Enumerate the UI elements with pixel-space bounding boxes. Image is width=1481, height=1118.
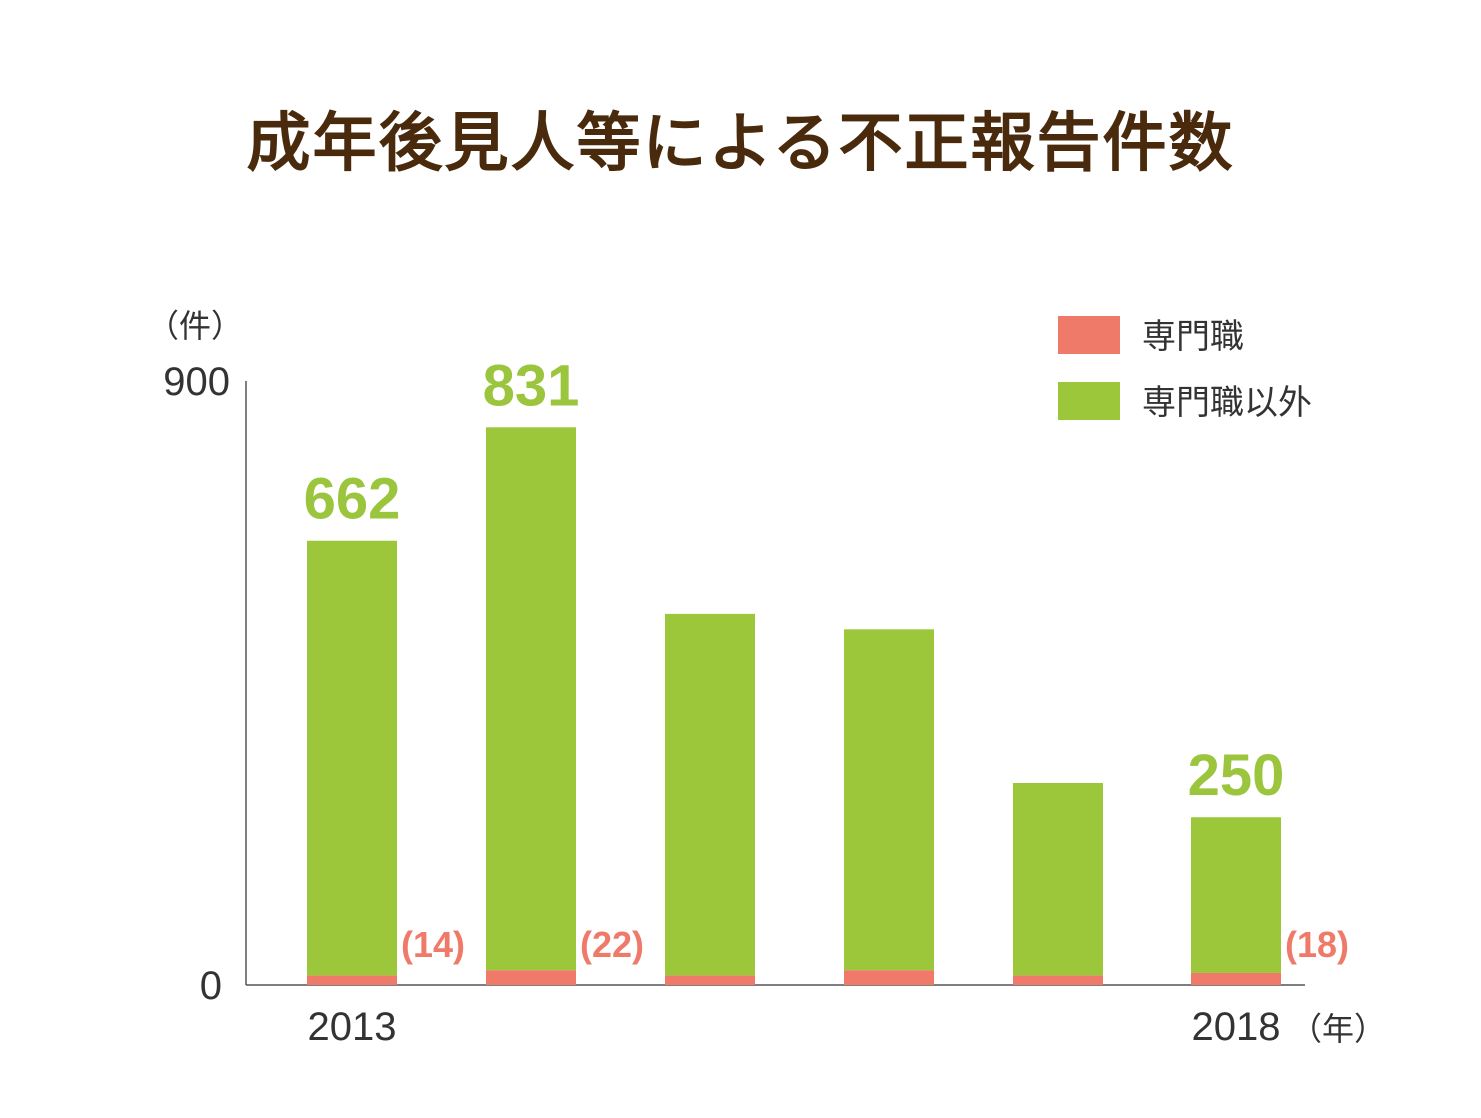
bar-non-professional — [1013, 782, 1103, 976]
bar-non-professional — [844, 629, 934, 971]
professional-value-label: (22) — [580, 924, 644, 965]
y-tick-label: 0 — [200, 964, 222, 1008]
y-axis-unit: （件） — [147, 307, 243, 345]
legend-swatch — [1058, 316, 1120, 354]
y-tick-label: 900 — [163, 360, 230, 404]
bar-professional — [844, 970, 934, 985]
total-value-label: 831 — [483, 353, 580, 418]
legend-label: 専門職以外 — [1142, 383, 1312, 423]
bar-professional — [1013, 975, 1103, 985]
bar-non-professional — [1191, 817, 1281, 973]
total-value-label: 250 — [1188, 743, 1285, 808]
bar-professional — [307, 975, 397, 985]
bar-non-professional — [665, 613, 755, 976]
legend-swatch — [1058, 382, 1120, 420]
axes: 900 0 （件） 2013 2018 （年） — [147, 307, 1386, 1049]
legend-label: 専門職 — [1142, 317, 1244, 357]
bars — [307, 427, 1281, 985]
x-tick-label: 2013 — [308, 1005, 397, 1049]
bar-professional — [486, 970, 576, 985]
bar-non-professional — [307, 540, 397, 976]
total-value-label: 662 — [304, 467, 401, 532]
bar-non-professional — [486, 427, 576, 971]
data-labels: 662 (14) 831 (22) 250 (18) — [304, 353, 1349, 965]
x-axis-unit: （年） — [1290, 1010, 1386, 1048]
bar-professional — [1191, 972, 1281, 985]
x-tick-label: 2018 — [1192, 1005, 1281, 1049]
chart-title: 成年後見人等による不正報告件数 — [246, 107, 1235, 181]
professional-value-label: (18) — [1285, 924, 1349, 965]
bar-professional — [665, 975, 755, 985]
professional-value-label: (14) — [401, 924, 465, 965]
